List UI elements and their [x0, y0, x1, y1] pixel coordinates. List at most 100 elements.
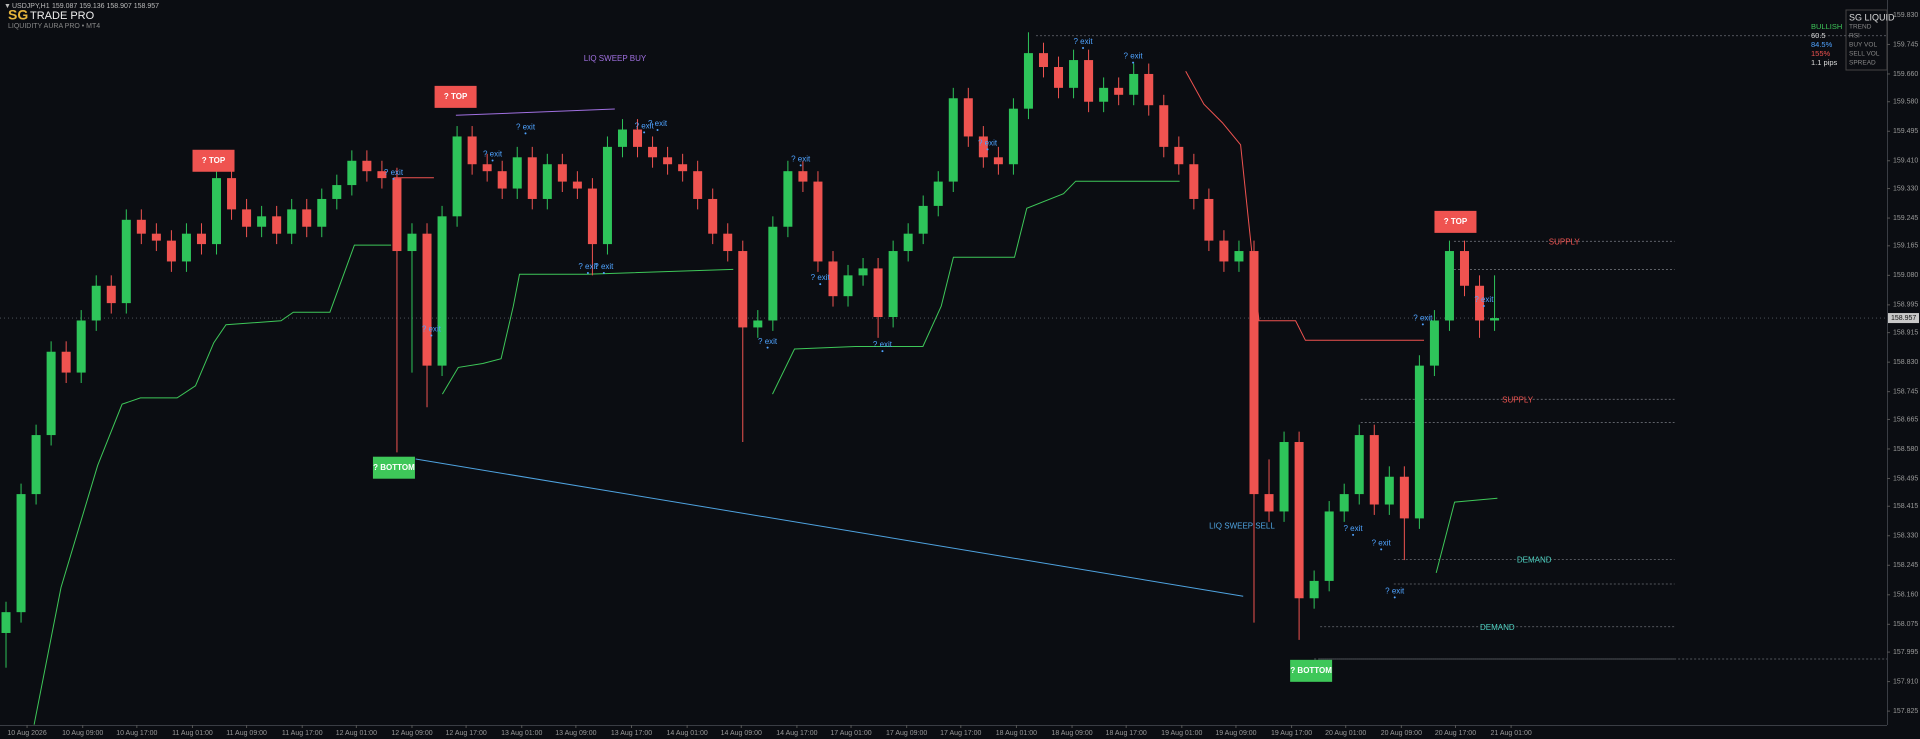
- candle-body: [663, 157, 673, 165]
- exit-label: ? exit: [1413, 314, 1433, 323]
- annotation: LIQ SWEEP SELL: [1209, 521, 1275, 530]
- exit-dot: [656, 128, 659, 131]
- panel-box: [1845, 9, 1888, 71]
- exit-label: ? exit: [594, 262, 614, 271]
- panel-label: SELL VOL: [1849, 51, 1880, 58]
- candle-body: [693, 171, 703, 199]
- x-tick-label: 12 Aug 17:00: [445, 730, 486, 737]
- candle-body: [678, 164, 688, 172]
- candle-body: [1264, 494, 1274, 512]
- x-tick-label: 19 Aug 17:00: [1271, 730, 1312, 737]
- exit-label: ? exit: [1474, 295, 1494, 304]
- candle-body: [1, 612, 11, 633]
- exit-dot: [1380, 548, 1383, 551]
- y-tick-label: 159.245: [1893, 215, 1918, 222]
- candle-body: [768, 226, 778, 321]
- x-tick-label: 12 Aug 01:00: [336, 730, 377, 737]
- exit-label: ? exit: [635, 121, 655, 130]
- candle-body: [1354, 435, 1364, 495]
- candle-body: [648, 146, 658, 158]
- signal-label: ? BOTTOM: [373, 463, 415, 472]
- candle-body: [1054, 67, 1064, 88]
- candle-body: [91, 285, 101, 321]
- x-tick-label: 17 Aug 01:00: [830, 730, 871, 737]
- candle-body: [482, 164, 492, 172]
- signal-label: ? TOP: [444, 92, 468, 101]
- exit-label: ? exit: [758, 337, 778, 346]
- candle-body: [242, 209, 252, 227]
- panel-value: 155%: [1811, 49, 1831, 58]
- candle-body: [858, 268, 868, 276]
- y-tick-label: 158.665: [1893, 416, 1918, 423]
- signal-label: ? TOP: [202, 156, 226, 165]
- candle-body: [557, 164, 567, 182]
- y-tick-label: 159.330: [1893, 185, 1918, 192]
- candle-body: [993, 157, 1003, 165]
- exit-label: ? exit: [1124, 52, 1144, 61]
- candle-body: [272, 216, 282, 234]
- candle-body: [317, 198, 327, 227]
- x-tick-label: 19 Aug 09:00: [1215, 730, 1256, 737]
- zone-label: DEMAND: [1517, 555, 1552, 564]
- candle-body: [903, 233, 913, 252]
- exit-label: ? exit: [811, 273, 831, 282]
- x-tick-label: 20 Aug 01:00: [1325, 730, 1366, 737]
- candle-body: [1249, 251, 1259, 495]
- candle-body: [31, 435, 41, 495]
- exit-label: ? exit: [1385, 586, 1405, 595]
- candle-body: [542, 164, 552, 199]
- symbol: USDJPY,H1: [12, 3, 50, 10]
- candle-body: [1008, 108, 1018, 165]
- candle-body: [46, 351, 56, 436]
- candle-body: [196, 233, 206, 245]
- y-tick-label: 159.745: [1893, 41, 1918, 48]
- y-tick-label: 158.330: [1893, 533, 1918, 540]
- candle-body: [1129, 73, 1139, 95]
- x-tick-label: 17 Aug 17:00: [940, 730, 981, 737]
- y-tick-label: 157.995: [1893, 649, 1918, 656]
- signal-box: [1434, 210, 1477, 233]
- exit-dot: [766, 346, 769, 349]
- candle-body: [978, 136, 988, 158]
- y-tick-label: 159.495: [1893, 128, 1918, 135]
- zone-label: SUPPLY: [1502, 395, 1534, 404]
- exit-label: ? exit: [978, 139, 998, 148]
- candle-body: [1279, 442, 1289, 512]
- x-tick-label: 14 Aug 09:00: [721, 730, 762, 737]
- indicator-line: [772, 180, 1180, 395]
- exit-label: ? exit: [1073, 37, 1093, 46]
- candle-body: [1475, 285, 1485, 321]
- x-tick-label: 12 Aug 09:00: [391, 730, 432, 737]
- y-tick-label: 158.745: [1893, 389, 1918, 396]
- y-tick-label: 159.580: [1893, 99, 1918, 106]
- y-tick-label: 158.995: [1893, 302, 1918, 309]
- indicator-line: [1185, 70, 1424, 341]
- signal-label: ? BOTTOM: [1290, 666, 1332, 675]
- candle-body: [136, 219, 146, 234]
- candle-body: [873, 268, 883, 318]
- signal-label: ? TOP: [1444, 217, 1468, 226]
- candle-body: [1099, 87, 1109, 102]
- x-tick-label: 21 Aug 01:00: [1490, 730, 1531, 737]
- collapse-icon: ▼: [4, 3, 11, 10]
- exit-dot: [1352, 533, 1355, 536]
- candle-body: [1234, 251, 1244, 262]
- candle-body: [16, 494, 26, 613]
- signal-box: [372, 456, 415, 479]
- exit-dot: [1393, 596, 1396, 599]
- exit-dot: [643, 131, 646, 134]
- x-tick-label: 13 Aug 17:00: [611, 730, 652, 737]
- candle-body: [828, 261, 838, 297]
- candle-body: [1038, 53, 1048, 68]
- exit-dot: [1082, 47, 1085, 50]
- current-price-tag: [1888, 313, 1919, 324]
- panel-title: SG LIQUID: [1849, 12, 1895, 22]
- exit-label: ? exit: [578, 262, 598, 271]
- candle-body: [1204, 198, 1214, 241]
- exit-dot: [1421, 323, 1424, 326]
- signal-box: [434, 85, 477, 108]
- candle-body: [151, 233, 161, 241]
- candle-body: [572, 181, 582, 189]
- exit-label: ? exit: [483, 150, 503, 159]
